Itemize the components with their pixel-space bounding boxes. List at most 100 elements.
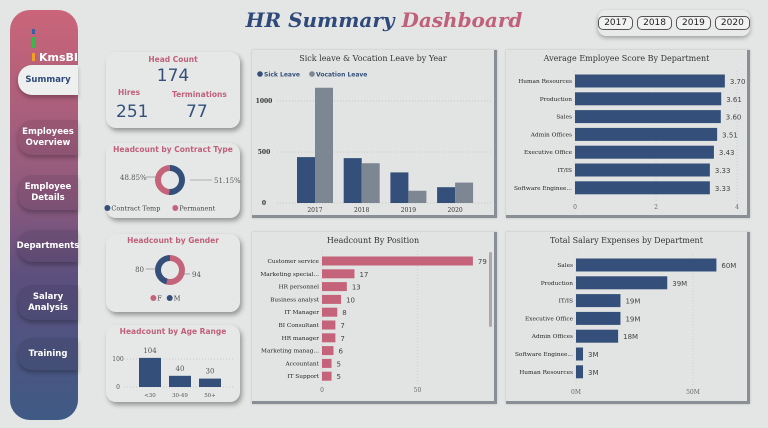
category-label: Executive Office bbox=[525, 316, 574, 322]
hires-label: Hires bbox=[118, 88, 141, 97]
data-label: 3.61 bbox=[726, 96, 742, 104]
legend-dot bbox=[166, 295, 173, 301]
hires-value: 251 bbox=[116, 102, 149, 122]
legend-dot bbox=[150, 295, 157, 301]
data-label: 8 bbox=[342, 309, 346, 317]
legend-label: M bbox=[174, 295, 181, 303]
leave-bar bbox=[343, 158, 362, 203]
nav-salary-analysis[interactable]: Salary Analysis bbox=[18, 285, 78, 320]
bar bbox=[322, 269, 355, 279]
bar bbox=[322, 256, 473, 266]
legend-label: Sick Leave bbox=[264, 72, 300, 79]
legend-dot bbox=[172, 205, 179, 211]
data-label: 3.51 bbox=[722, 131, 738, 139]
nav-departments[interactable]: Departments bbox=[17, 230, 79, 262]
y-tick-label: 500 bbox=[258, 149, 271, 156]
legend-dot bbox=[257, 71, 263, 77]
year-2018-button[interactable]: 2018 bbox=[637, 16, 672, 30]
bar bbox=[322, 333, 336, 343]
x-tick-label: 0 bbox=[320, 387, 324, 394]
score-chart-panel: Average Employee Score By Department 0 2 4… bbox=[506, 50, 750, 218]
bar bbox=[322, 294, 342, 304]
bar bbox=[575, 181, 710, 195]
logo-bars-icon bbox=[32, 24, 37, 64]
bar bbox=[322, 282, 347, 292]
gender-card: Headcount by Gender 94 80 F M bbox=[106, 234, 240, 312]
bar bbox=[576, 329, 619, 343]
category-label: Admin Offices bbox=[531, 334, 573, 340]
donut-slice bbox=[168, 165, 185, 195]
slice-label: 94 bbox=[192, 271, 201, 279]
age-bar bbox=[199, 378, 221, 387]
head-count-title: Head Count bbox=[148, 55, 198, 64]
legend-label: Vocation Leave bbox=[316, 72, 367, 79]
nav-training[interactable]: Training bbox=[18, 338, 78, 370]
legend-label: Permanent bbox=[179, 205, 215, 213]
category-label: IT Support bbox=[287, 374, 319, 380]
bar bbox=[575, 163, 710, 177]
x-tick-label: 4 bbox=[735, 204, 739, 211]
leave-bar bbox=[437, 187, 456, 203]
head-count-value: 174 bbox=[156, 66, 190, 86]
slice-label: 48.85% bbox=[120, 174, 147, 182]
bar bbox=[576, 276, 668, 290]
y-tick-label: 0 bbox=[262, 200, 266, 207]
data-label: 7 bbox=[340, 322, 344, 330]
data-label: 3.43 bbox=[719, 149, 735, 157]
donut-slice bbox=[155, 255, 170, 285]
x-tick-label: 50 bbox=[414, 387, 422, 394]
year-2019-button[interactable]: 2019 bbox=[676, 16, 711, 30]
score-bar-chart: 0 2 4 Human Resources 3.70 Production 3.61 Sale… bbox=[514, 71, 745, 211]
data-label: 104 bbox=[143, 347, 157, 355]
data-label: 18M bbox=[623, 333, 638, 341]
data-label: 13 bbox=[352, 284, 361, 292]
head-count-card: Head Count 174 Hires Terminations 251 77 bbox=[106, 52, 240, 128]
bar bbox=[322, 358, 332, 368]
leave-chart-title: Sick leave & Vocation Leave by Year bbox=[299, 54, 447, 63]
y-tick-label: 100 bbox=[112, 356, 124, 363]
x-tick-label: 0M bbox=[571, 389, 581, 396]
category-label: Production bbox=[541, 281, 574, 287]
leave-bar bbox=[361, 163, 380, 203]
nav-employees-overview[interactable]: Employees Overview bbox=[18, 120, 78, 155]
data-label: 39M bbox=[672, 280, 687, 288]
category-label: Executive Office bbox=[524, 150, 573, 156]
nav-employee-details[interactable]: Employee Details bbox=[18, 175, 78, 210]
legend-dot bbox=[104, 205, 111, 211]
category-label: Production bbox=[540, 97, 573, 103]
leave-bar bbox=[390, 172, 409, 203]
y-tick-label: 0 bbox=[116, 384, 120, 391]
x-tick-label: 50+ bbox=[204, 393, 216, 399]
logo: KmsBI bbox=[32, 24, 78, 64]
bar bbox=[575, 145, 714, 159]
x-tick-label: 50M bbox=[686, 389, 700, 396]
category-label: IT/IS bbox=[558, 168, 572, 174]
data-label: 5 bbox=[337, 360, 341, 368]
category-label: Accountant bbox=[285, 361, 320, 367]
year-2020-button[interactable]: 2020 bbox=[714, 16, 750, 30]
leave-bar bbox=[297, 157, 315, 203]
bar bbox=[322, 371, 332, 381]
age-bar bbox=[139, 357, 161, 387]
year-2017-button[interactable]: 2017 bbox=[598, 16, 634, 30]
scrollbar[interactable] bbox=[489, 252, 492, 327]
data-label: 3.33 bbox=[715, 185, 731, 193]
category-label: HR manager bbox=[282, 336, 320, 342]
donut-slice bbox=[166, 255, 185, 285]
data-label: 3M bbox=[588, 369, 599, 377]
legend-label: Contract Temp bbox=[111, 205, 160, 213]
nav-summary[interactable]: Summary bbox=[18, 65, 78, 95]
bar bbox=[575, 74, 725, 88]
score-chart-title: Average Employee Score By Department bbox=[543, 54, 710, 63]
x-tick-label: 2017 bbox=[307, 207, 322, 214]
bar bbox=[322, 320, 336, 330]
x-tick-label: 2018 bbox=[354, 207, 369, 214]
category-label: Sales bbox=[556, 115, 572, 121]
position-bar-chart: 0 50 Customer service 79 Marketing special..… bbox=[260, 251, 487, 394]
data-label: 3.60 bbox=[726, 114, 742, 122]
data-label: 3.33 bbox=[715, 167, 731, 175]
data-label: 5 bbox=[337, 373, 341, 381]
category-label: IT Manager bbox=[285, 310, 320, 316]
legend-dot bbox=[309, 71, 315, 77]
category-label: Customer service bbox=[268, 259, 320, 265]
